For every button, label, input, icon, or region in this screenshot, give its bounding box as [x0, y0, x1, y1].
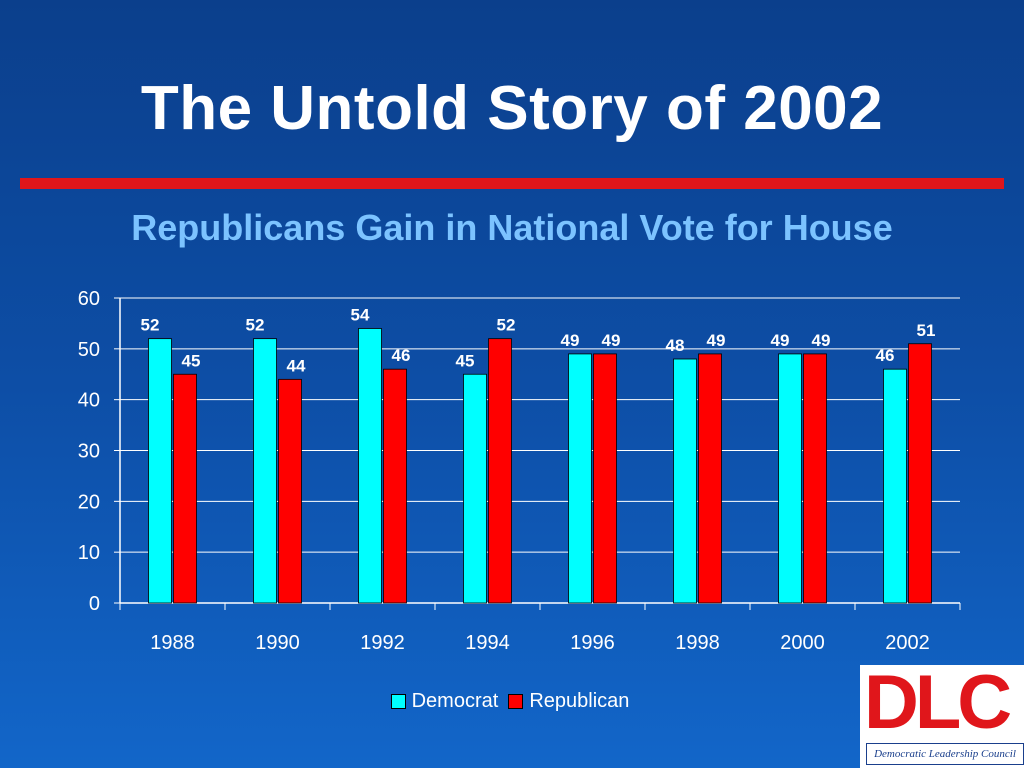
- bar-republican: [488, 338, 512, 604]
- data-label-democrat: 48: [666, 336, 685, 355]
- x-tick-label: 1988: [150, 632, 195, 654]
- legend-swatch-democrat: [390, 694, 406, 709]
- data-label-republican: 49: [707, 331, 726, 350]
- legend-item-republican: Republican: [508, 690, 629, 713]
- data-label-democrat: 54: [351, 306, 370, 325]
- bar-democrat: [568, 353, 592, 604]
- bar-republican: [908, 343, 932, 604]
- data-label-democrat: 52: [246, 316, 265, 335]
- x-tick-label: 1994: [465, 632, 510, 654]
- bar-democrat: [148, 338, 172, 604]
- data-label-republican: 51: [917, 321, 936, 340]
- bar-democrat: [463, 373, 487, 604]
- slide-title: The Untold Story of 2002: [140, 74, 884, 143]
- logo-mark: DLC: [864, 665, 1012, 745]
- bar-republican: [803, 353, 827, 604]
- legend-label-democrat: Democrat: [411, 690, 499, 712]
- x-tick-label: 2002: [885, 632, 930, 654]
- chart-legend: Democrat Republican: [0, 690, 1024, 713]
- x-tick-label: 1990: [255, 632, 300, 654]
- data-label-democrat: 46: [876, 346, 895, 365]
- data-label-republican: 44: [287, 356, 306, 375]
- x-tick-label: 2000: [780, 632, 825, 654]
- data-label-democrat: 49: [561, 331, 580, 350]
- bar-democrat: [253, 338, 277, 604]
- y-tick-label: 10: [78, 542, 100, 564]
- y-tick-label: 20: [78, 491, 100, 513]
- data-label-democrat: 52: [141, 316, 160, 335]
- x-tick-label: 1998: [675, 632, 720, 654]
- data-label-democrat: 45: [456, 351, 475, 370]
- bar-democrat: [883, 368, 907, 604]
- y-tick-label: 50: [78, 339, 100, 361]
- bar-democrat: [778, 353, 802, 604]
- dlc-logo: DLC Democratic Leadership Council: [860, 665, 1024, 768]
- bar-republican: [698, 353, 722, 604]
- title-rule: [20, 178, 1004, 189]
- bar-democrat: [673, 358, 697, 604]
- y-tick-label: 40: [78, 390, 100, 412]
- bar-republican: [173, 373, 197, 604]
- data-label-republican: 49: [602, 331, 621, 350]
- legend-item-democrat: Democrat: [390, 690, 499, 713]
- bar-republican: [383, 368, 407, 604]
- bar-republican: [593, 353, 617, 604]
- data-label-republican: 49: [812, 331, 831, 350]
- bar-republican: [278, 378, 302, 604]
- data-label-republican: 52: [497, 316, 516, 335]
- x-tick-label: 1992: [360, 632, 405, 654]
- y-tick-label: 60: [78, 288, 100, 310]
- y-tick-label: 0: [89, 593, 100, 615]
- slide-subtitle: Republicans Gain in National Vote for Ho…: [131, 207, 893, 248]
- data-label-democrat: 49: [771, 331, 790, 350]
- data-label-republican: 45: [182, 351, 201, 370]
- bar-democrat: [358, 328, 382, 604]
- data-label-republican: 46: [392, 346, 411, 365]
- legend-swatch-republican: [508, 694, 524, 709]
- x-tick-label: 1996: [570, 632, 615, 654]
- legend-label-republican: Republican: [529, 690, 630, 712]
- logo-caption: Democratic Leadership Council: [866, 743, 1024, 765]
- y-tick-label: 30: [78, 441, 100, 463]
